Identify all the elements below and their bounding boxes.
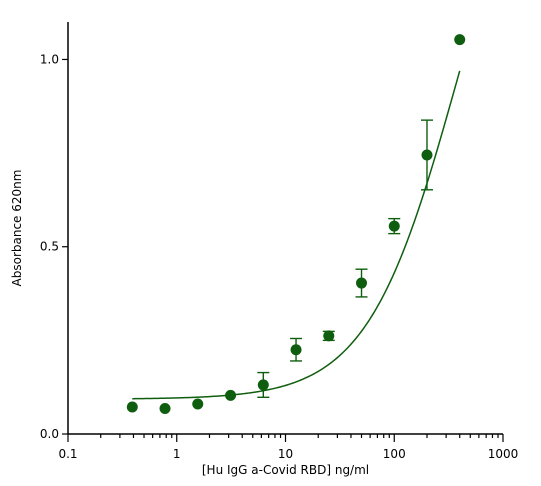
x-tick-label: 100 — [383, 447, 406, 461]
fit-curve — [132, 70, 461, 400]
data-point — [126, 401, 138, 413]
error-bar-layer — [257, 119, 433, 398]
data-point — [192, 398, 204, 410]
data-point-layer — [126, 34, 466, 415]
x-tick-label: 0.1 — [58, 447, 77, 461]
data-point — [421, 149, 433, 161]
y-axis-title: Absorbance 620nm — [10, 170, 24, 287]
y-tick-label: 1.0 — [40, 52, 59, 66]
x-tick-label: 1 — [173, 447, 181, 461]
x-tick-label: 10 — [278, 447, 293, 461]
y-tick-label: 0.0 — [40, 427, 59, 441]
x-axis-ticks: 0.1 1 10 100 1000 — [58, 434, 518, 461]
data-point — [454, 34, 466, 46]
x-tick-label: 1000 — [488, 447, 519, 461]
y-tick-label: 0.5 — [40, 240, 59, 254]
data-point — [388, 220, 400, 232]
x-axis-title: [Hu IgG a-Covid RBD] ng/ml — [202, 463, 369, 477]
axes — [67, 22, 503, 435]
data-point — [225, 389, 237, 401]
y-axis-ticks: 0.0 0.5 1.0 — [40, 52, 68, 441]
data-point — [290, 344, 302, 356]
data-point — [323, 330, 335, 342]
data-point — [159, 403, 171, 415]
fit-curve-layer — [132, 70, 461, 400]
data-point — [257, 379, 269, 391]
data-point — [356, 277, 368, 289]
